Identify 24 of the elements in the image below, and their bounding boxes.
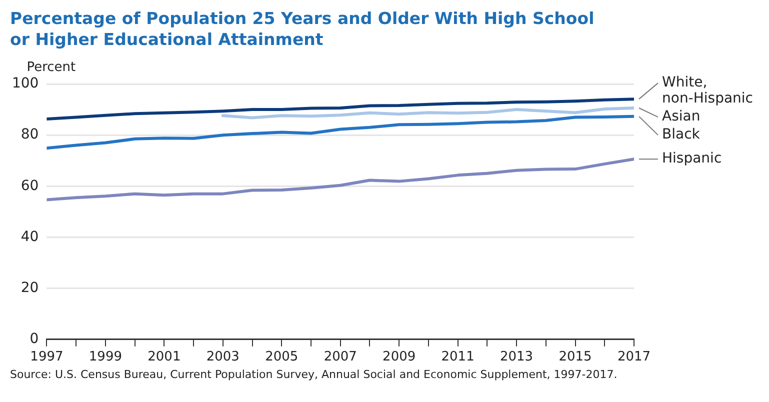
x-tick-label: 2007 (324, 350, 357, 365)
x-tick-label: 2005 (265, 350, 298, 365)
y-tick-label: 40 (20, 228, 39, 245)
text: Black (662, 126, 701, 143)
text: Asian (662, 108, 700, 125)
text: White, non-Hispanic (662, 74, 753, 107)
y-tick-label: 80 (20, 126, 39, 143)
text: Hispanic (662, 150, 722, 167)
x-tick-label: 2011 (441, 350, 474, 365)
x-tick-label: 1999 (88, 350, 122, 365)
x-tick-label: 2003 (206, 350, 240, 365)
y-tick-label: 20 (20, 280, 39, 296)
y-tick-label: 60 (20, 178, 39, 194)
x-tick-label: 2001 (148, 350, 181, 365)
y-tick-label: 100 (12, 76, 39, 92)
x-tick-label: 2017 (617, 350, 651, 365)
y-tick-label: 0 (30, 331, 39, 348)
source-note: Source: U.S. Census Bureau, Current Population Survey, Annual Social and Economic Supplement, 1997-2017. (9, 368, 618, 381)
y-axis-title: Percent (26, 60, 76, 75)
chart-title: Percentage of Population 25 Years and Older With High School or Higher Educational Attainment (9, 8, 596, 50)
x-tick-label: 2015 (558, 350, 592, 365)
x-tick-label: 2013 (500, 350, 534, 365)
x-tick-label: 1997 (30, 350, 64, 365)
x-tick-label: 2009 (382, 350, 416, 365)
